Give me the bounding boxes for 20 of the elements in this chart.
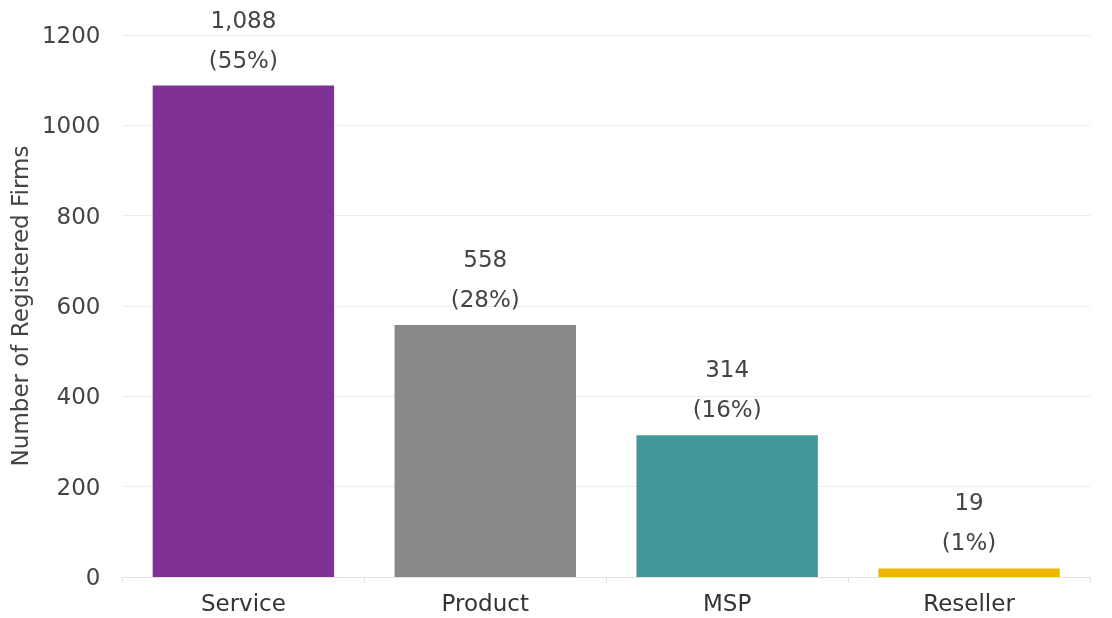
y-tick-label: 600	[56, 293, 101, 319]
bar	[878, 568, 1060, 577]
y-axis-title: Number of Registered Firms	[6, 145, 33, 467]
x-tick-label: Service	[200, 589, 286, 616]
y-tick-label: 800	[56, 202, 101, 229]
data-label: 1,088 (55%)	[208, 6, 278, 73]
bar	[636, 435, 818, 577]
y-tick-label: 0	[85, 564, 101, 590]
bar	[152, 85, 335, 577]
x-tick-label: MSP	[703, 589, 752, 616]
data-label: 19 (1%)	[941, 489, 997, 556]
y-tick-label: 400	[56, 383, 101, 410]
x-tick-label: Product	[441, 589, 529, 616]
y-tick-label: 1200	[41, 22, 101, 48]
data-label: 558 (28%)	[450, 245, 520, 312]
bar	[394, 324, 576, 577]
y-tick-label: 200	[56, 473, 101, 500]
x-tick-label: Reseller	[923, 589, 1016, 616]
y-tick-label: 1000	[41, 112, 101, 139]
data-label: 314 (16%)	[692, 356, 762, 423]
